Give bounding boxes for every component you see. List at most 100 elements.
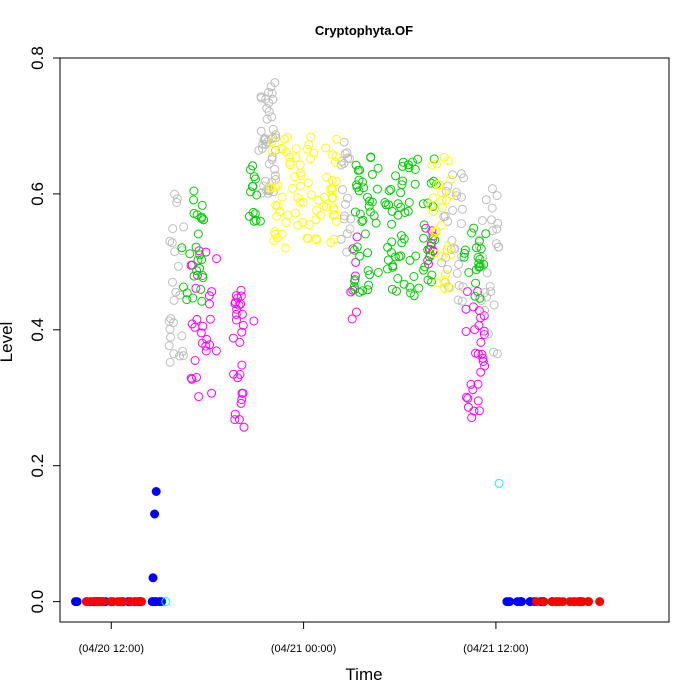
data-point — [436, 221, 446, 231]
data-point — [448, 170, 458, 180]
data-point — [437, 252, 447, 261]
data-point — [445, 283, 455, 293]
data-point — [565, 597, 575, 607]
data-point — [477, 216, 487, 225]
data-point — [281, 218, 291, 227]
data-point — [454, 259, 464, 269]
data-point — [298, 197, 308, 207]
data-point — [293, 193, 303, 203]
data-point — [398, 161, 407, 171]
y-tick-label: 0.2 — [28, 454, 47, 478]
data-point — [367, 169, 377, 179]
data-point — [480, 305, 490, 315]
data-point — [463, 402, 473, 412]
data-point — [419, 233, 429, 243]
data-point — [358, 286, 367, 296]
data-point — [271, 229, 280, 239]
data-point — [427, 270, 437, 280]
data-point — [352, 232, 362, 242]
data-point — [165, 324, 175, 334]
data-point — [347, 314, 357, 324]
data-point — [492, 349, 502, 359]
data-point — [409, 272, 419, 281]
data-point — [429, 227, 439, 237]
data-point — [355, 165, 365, 175]
data-point — [164, 341, 174, 351]
data-point — [306, 154, 316, 164]
points-layer — [71, 78, 605, 607]
data-point — [410, 179, 420, 189]
data-point — [452, 191, 462, 201]
data-point — [256, 126, 266, 136]
data-point — [466, 379, 476, 389]
data-point — [364, 201, 374, 211]
y-axis-label: Level — [0, 322, 16, 363]
data-point — [312, 235, 322, 245]
data-point — [236, 398, 246, 408]
data-point — [396, 188, 406, 198]
data-point — [272, 211, 282, 221]
data-point — [172, 194, 182, 204]
data-point — [352, 307, 361, 317]
data-point — [151, 597, 161, 607]
data-point — [190, 356, 200, 365]
data-point — [198, 273, 208, 283]
data-point — [281, 243, 291, 253]
data-point — [505, 597, 515, 607]
data-point — [443, 216, 453, 226]
data-point — [467, 413, 477, 423]
data-point — [352, 242, 362, 252]
data-point — [483, 329, 493, 339]
data-point — [329, 205, 339, 215]
data-point — [266, 82, 276, 92]
data-point — [322, 202, 331, 212]
data-point — [458, 282, 468, 292]
data-point — [186, 373, 196, 383]
data-point — [171, 287, 181, 297]
data-point — [199, 215, 209, 225]
data-point — [339, 214, 349, 224]
data-point — [396, 251, 406, 261]
data-point — [478, 252, 488, 262]
data-point — [166, 314, 176, 324]
data-point — [350, 207, 360, 217]
data-point — [192, 266, 202, 276]
series-group — [186, 223, 490, 432]
data-point — [72, 597, 82, 607]
data-point — [343, 153, 353, 163]
data-point — [440, 211, 450, 221]
data-point — [170, 247, 180, 257]
data-point — [197, 200, 207, 210]
data-point — [457, 204, 467, 214]
data-point — [342, 229, 352, 239]
data-point — [363, 285, 373, 295]
data-point — [256, 93, 266, 103]
data-point — [261, 176, 270, 186]
data-point — [358, 215, 368, 225]
data-point — [463, 393, 473, 403]
data-point — [177, 243, 187, 253]
data-point — [477, 349, 487, 359]
data-point — [584, 597, 593, 607]
data-point — [249, 172, 259, 182]
data-point — [387, 206, 397, 216]
data-point — [387, 237, 397, 247]
data-point — [481, 229, 491, 239]
data-point — [392, 286, 401, 296]
data-point — [212, 254, 222, 264]
data-point — [426, 201, 436, 211]
data-point — [230, 409, 240, 419]
data-point — [474, 236, 484, 246]
data-point — [237, 309, 247, 319]
data-point — [248, 182, 258, 191]
data-point — [388, 262, 398, 272]
series-group — [161, 478, 504, 607]
data-point — [459, 252, 469, 262]
data-point — [336, 234, 346, 244]
data-point — [248, 207, 258, 217]
data-point — [473, 379, 483, 389]
data-point — [168, 224, 178, 234]
data-point — [231, 291, 241, 301]
data-point — [285, 160, 295, 170]
data-point — [264, 98, 274, 108]
